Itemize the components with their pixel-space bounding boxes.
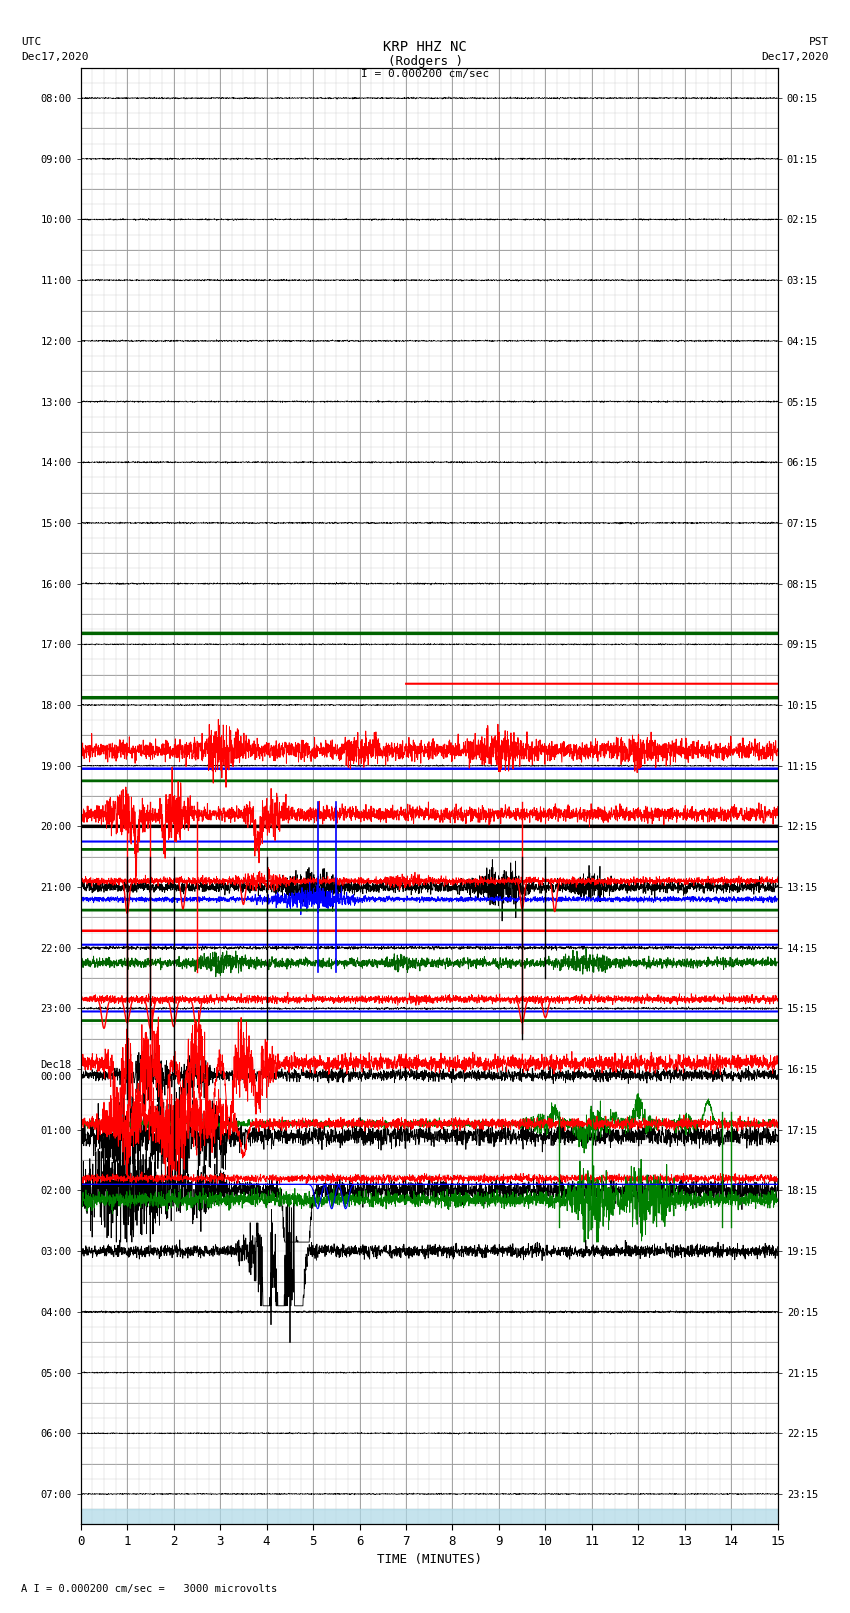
- Text: Dec17,2020: Dec17,2020: [762, 52, 829, 61]
- X-axis label: TIME (MINUTES): TIME (MINUTES): [377, 1553, 482, 1566]
- Text: (Rodgers ): (Rodgers ): [388, 55, 462, 68]
- Bar: [81, 1510, 778, 1528]
- Text: UTC: UTC: [21, 37, 42, 47]
- Text: A I = 0.000200 cm/sec =   3000 microvolts: A I = 0.000200 cm/sec = 3000 microvolts: [21, 1584, 277, 1594]
- Text: Dec17,2020: Dec17,2020: [21, 52, 88, 61]
- Text: KRP HHZ NC: KRP HHZ NC: [383, 40, 467, 55]
- Text: PST: PST: [808, 37, 829, 47]
- Text: I = 0.000200 cm/sec: I = 0.000200 cm/sec: [361, 69, 489, 79]
